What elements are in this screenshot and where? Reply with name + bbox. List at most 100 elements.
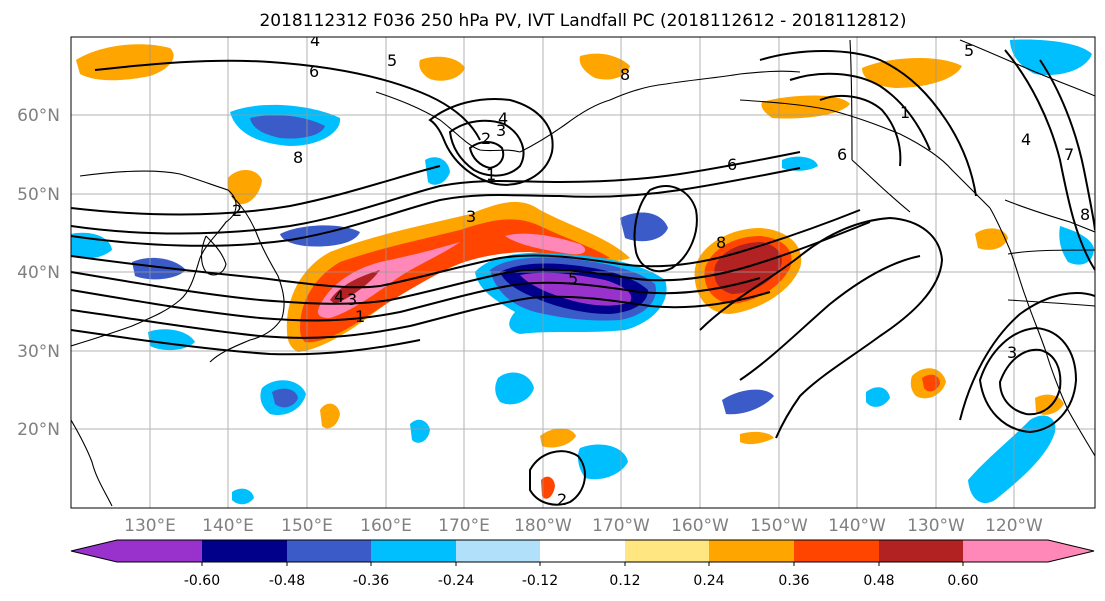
- pv-positive-region: [505, 233, 586, 255]
- contour-label: 4: [310, 31, 320, 50]
- contour-labels: 4 5 6 4 3 2 1 3 6 6 1 5 8 8 4 3 1 5 8 3 …: [232, 31, 1090, 509]
- pv-negative-region: [866, 387, 890, 407]
- contour-label: 3: [1007, 343, 1017, 362]
- longitude-labels: 130°E 140°E 150°E 160°E 170°E 180°W 170°…: [124, 516, 1043, 536]
- graticule: [71, 37, 1095, 508]
- pv-positive-region: [227, 170, 262, 205]
- pv-positive-region: [320, 403, 340, 429]
- contour-label: 8: [293, 148, 303, 167]
- lat-label: 50°N: [17, 185, 60, 205]
- pv-negative-region: [132, 257, 186, 280]
- colorbar-tick-label: -0.60: [184, 573, 220, 589]
- lon-label: 140°E: [202, 516, 254, 536]
- contour-label: 6: [309, 62, 319, 81]
- contour-label: 5: [387, 51, 397, 70]
- pv-positive-region: [76, 44, 174, 81]
- contour-label: 4: [498, 109, 508, 128]
- pv-positive-region: [317, 242, 460, 318]
- colorbar-tick-label: 0.48: [863, 573, 894, 589]
- contour-label: 4: [1021, 130, 1031, 149]
- pv-negative-region: [250, 115, 325, 139]
- latitude-labels: 60°N 50°N 40°N 30°N 20°N: [17, 106, 60, 440]
- pv-positive-region: [862, 57, 962, 88]
- pv-negative-region: [425, 157, 450, 185]
- lon-label: 120°W: [985, 516, 1043, 536]
- colorbar-tick-label: 0.36: [778, 573, 809, 589]
- contour-label: 7: [1064, 145, 1074, 164]
- pv-negative-region: [722, 389, 774, 415]
- contour-label: 3: [496, 121, 506, 140]
- contour-label: 4: [334, 287, 344, 306]
- colorbar-tick-label: -0.24: [438, 573, 474, 589]
- colorbar-cell: [71, 540, 117, 562]
- colorbar-cell: [709, 540, 794, 562]
- contour-label: 6: [727, 155, 737, 174]
- colorbar-cell: [879, 540, 963, 562]
- pv-negative-region: [232, 488, 254, 505]
- contour-label: 2: [557, 490, 567, 509]
- pv-negative-region: [280, 225, 360, 247]
- colorbar-cell: [117, 540, 202, 562]
- pv-positive-region: [579, 53, 630, 80]
- colorbar-outline: [70, 539, 1095, 563]
- colorbar-cell: [625, 540, 709, 562]
- lon-label: 170°W: [592, 516, 650, 536]
- lon-label: 130°W: [907, 516, 965, 536]
- colorbar-cell: [794, 540, 879, 562]
- lon-label: 180°W: [514, 516, 572, 536]
- map-area: 4 5 6 4 3 2 1 3 6 6 1 5 8 8 4 3 1 5 8 3 …: [71, 31, 1095, 509]
- pv-negative-region: [520, 272, 632, 306]
- pv-positive-region: [740, 431, 774, 445]
- contour-label: 3: [347, 290, 357, 309]
- pv-negative-region: [577, 444, 628, 480]
- contour-label: 6: [837, 145, 847, 164]
- lon-label: 140°W: [828, 516, 886, 536]
- lat-label: 20°N: [17, 420, 60, 440]
- lon-label: 160°W: [671, 516, 729, 536]
- colorbar: -0.60 -0.48 -0.36 -0.24 -0.12 0.12 0.24 …: [70, 539, 1095, 589]
- colorbar-cell: [963, 540, 1048, 562]
- pv-negative-region: [410, 419, 430, 443]
- pv-positive-region: [1035, 394, 1064, 415]
- colorbar-tick-label: -0.36: [353, 573, 389, 589]
- pv-positive-region: [540, 428, 576, 448]
- lon-label: 170°E: [438, 516, 490, 536]
- contour-label: 1: [355, 307, 365, 326]
- pv-positive-region: [975, 228, 1008, 250]
- colorbar-cell: [287, 540, 371, 562]
- pv-negative-region: [1059, 226, 1094, 265]
- contour-label: 5: [568, 269, 578, 288]
- colorbar-tick-label: 0.12: [609, 573, 640, 589]
- contour-label: 5: [964, 41, 974, 60]
- colorbar-tick-label: -0.48: [269, 573, 305, 589]
- colorbar-ticks: [201, 562, 964, 566]
- pv-positive-region: [761, 95, 850, 119]
- colorbar-cell: [456, 540, 540, 562]
- colorbar-cell: [1048, 540, 1094, 562]
- pv-positive-region: [419, 56, 465, 81]
- contours: [71, 49, 1095, 506]
- pv-positive-region: [541, 476, 555, 499]
- pv-negative-region: [272, 388, 298, 408]
- contour-label: 8: [1080, 205, 1090, 224]
- contour-label: 2: [232, 201, 242, 220]
- contour-label: 2: [481, 129, 491, 148]
- contour-label: 1: [486, 165, 496, 184]
- map-frame: [70, 36, 1096, 509]
- pv-negative-region: [968, 415, 1056, 504]
- colorbar-cell: [202, 540, 287, 562]
- lat-label: 60°N: [17, 106, 60, 126]
- lon-label: 160°E: [360, 516, 412, 536]
- colorbar-cell: [540, 540, 625, 562]
- pv-negative-region: [782, 156, 818, 171]
- pv-negative-region: [1010, 39, 1092, 76]
- map-title: 2018112312 F036 250 hPa PV, IVT Landfall…: [259, 11, 906, 31]
- colorbar-tick-label: 0.60: [947, 573, 978, 589]
- contour-label: 3: [466, 207, 476, 226]
- contour-label: 8: [620, 65, 630, 84]
- colorbar-tick-label: -0.12: [522, 573, 558, 589]
- pv-negative-region: [495, 372, 534, 405]
- colorbar-cell: [371, 540, 456, 562]
- colorbar-tick-label: 0.24: [693, 573, 724, 589]
